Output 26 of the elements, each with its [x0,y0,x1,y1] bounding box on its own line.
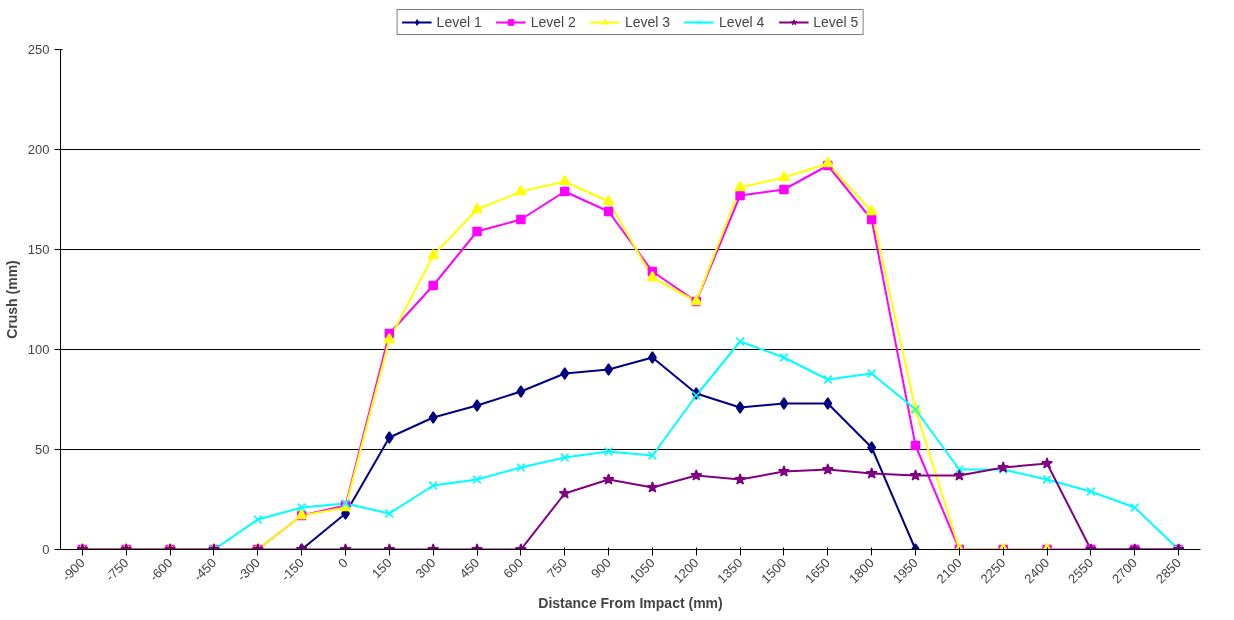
x-tick-label: 600 [500,555,527,582]
x-tick-label: -600 [146,555,176,585]
x-tick-label: 450 [456,555,483,582]
y-tick-label: 200 [27,142,50,157]
x-tick-label: -900 [58,555,88,585]
x-axis-title: Distance From Impact (mm) [538,595,723,612]
y-tick-label: 50 [35,442,50,457]
y-tick-label: 250 [27,42,50,57]
x-tick-label: -450 [190,555,220,585]
y-tick-label: 0 [42,542,50,557]
y-tick-label: 150 [27,242,50,257]
legend-label: Level 4 [719,14,765,30]
x-tick-label: 0 [335,555,351,571]
legend-label: Level 2 [530,14,576,30]
legend-label: Level 5 [813,14,859,30]
x-tick-label: 150 [368,555,395,582]
y-tick-label: 100 [27,342,50,357]
x-tick-label: -750 [102,555,132,585]
y-axis-title: Crush (mm) [3,260,20,339]
x-tick-label: -150 [277,555,307,585]
legend-label: Level 3 [624,14,671,30]
x-tick-label: 300 [412,555,439,582]
x-tick-label: 900 [587,555,614,582]
legend-label: Level 1 [436,14,482,30]
x-tick-label: -300 [234,555,264,585]
x-tick-label: 750 [544,555,571,582]
